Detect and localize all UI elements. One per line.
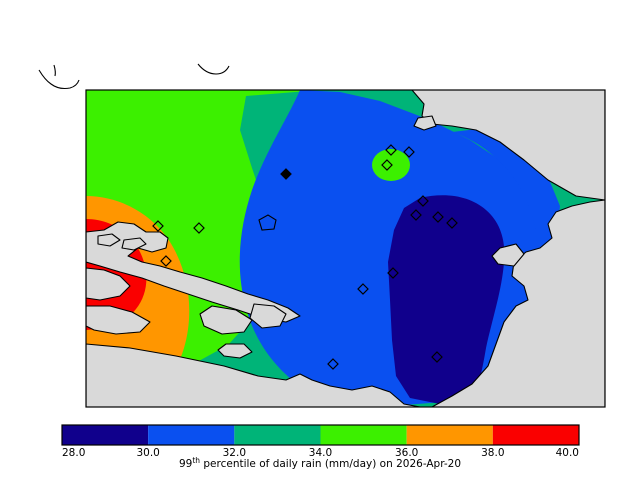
colorbar-frame: [61, 424, 580, 446]
band-30-32-ne: [452, 128, 560, 246]
colorbar-tick-label: 38.0: [481, 447, 504, 459]
colorbar-band: [406, 425, 493, 445]
station-marker: [152, 220, 164, 232]
colorbar-tick-labels: 28.0 30.0 32.0 34.0 36.0 38.0 40.0: [62, 447, 579, 459]
station-marker: [387, 267, 399, 279]
colorbar-caption: 99th percentile of daily rain (mm/day) o…: [179, 456, 461, 470]
station-marker: [431, 351, 443, 363]
land-east-notch: [491, 243, 525, 267]
map-panel: [38, 63, 606, 408]
caption-superscript: th: [192, 456, 200, 465]
colorbar-panel: 28.0 30.0 32.0 34.0 36.0 38.0 40.0 99th percen…: [0, 420, 640, 480]
land-bay-b: [249, 303, 287, 329]
plot-area: [86, 90, 605, 407]
land-inlet-a: [97, 233, 121, 247]
station-marker: [160, 255, 172, 267]
land-bay-c: [217, 343, 253, 359]
station-marker: [417, 195, 429, 207]
colorbar-tick-label: 32.0: [223, 447, 246, 459]
lake-outlines: [258, 214, 277, 231]
band-28-30: [388, 195, 505, 404]
land-east: [431, 199, 605, 407]
caption-rest: percentile of daily rain (mm/day) on 202…: [200, 458, 461, 470]
colorbar-tick-label: 28.0: [62, 447, 85, 459]
offframe-coastline: [38, 63, 230, 90]
colorbar-band: [492, 425, 579, 445]
station-marker: [327, 358, 339, 370]
land-north-peninsula: [413, 115, 437, 131]
land-bay-a: [199, 305, 253, 335]
colorbar-tick-label: 40.0: [556, 447, 579, 459]
station-marker: [381, 159, 393, 171]
colorbar-bands: [62, 425, 579, 445]
rain-contour-map: [38, 63, 606, 408]
land-inlet-b: [121, 237, 147, 251]
land-north: [411, 90, 605, 201]
landmass-overlay: [86, 90, 605, 407]
plot-frame: [85, 89, 606, 408]
colorbar-band: [320, 425, 407, 445]
colorbar: 28.0 30.0 32.0 34.0 36.0 38.0 40.0 99th percen…: [0, 420, 640, 480]
band-34-36-island: [372, 149, 410, 181]
land-sw-lobe: [86, 305, 151, 335]
caption-percentile-number: 99: [179, 458, 192, 470]
station-marker: [403, 146, 415, 158]
station-marker: [432, 211, 444, 223]
station-marker: [357, 283, 369, 295]
land-southwest: [86, 267, 131, 301]
colorbar-band: [148, 425, 235, 445]
colorbar-band: [62, 425, 149, 445]
station-marker: [410, 209, 422, 221]
colorbar-tick-label: 36.0: [395, 447, 418, 459]
colorbar-tick-label: 34.0: [309, 447, 332, 459]
station-marker: [193, 222, 205, 234]
station-marker: [446, 217, 458, 229]
station-marker: [280, 168, 292, 180]
land-south-coast: [86, 343, 421, 407]
colorbar-band: [234, 425, 321, 445]
colorbar-tick-label: 30.0: [136, 447, 159, 459]
station-markers: [152, 144, 458, 370]
station-marker: [385, 144, 397, 156]
